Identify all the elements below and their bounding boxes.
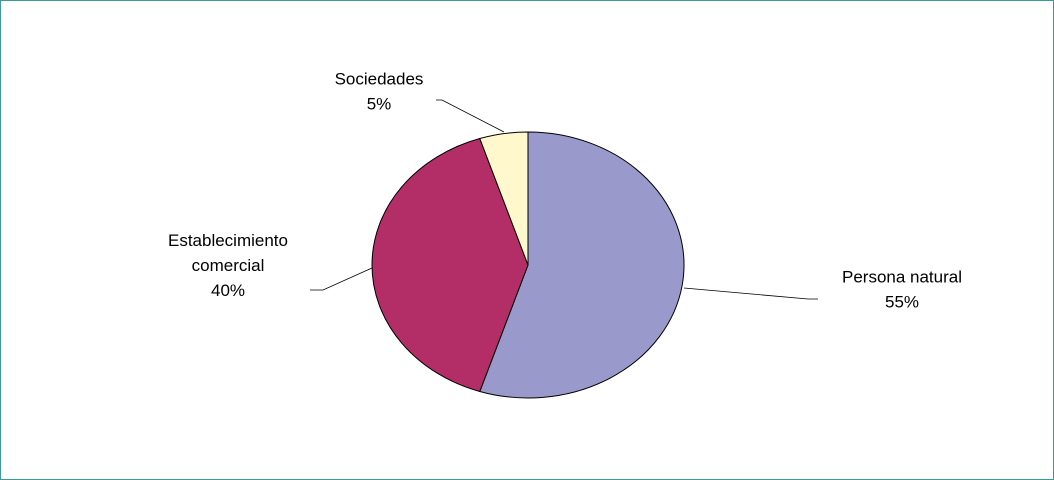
leader-line-sociedades [436,99,505,133]
category-label-persona-natural: Persona natural [842,268,962,287]
leader-lines [310,99,818,300]
value-label-persona-natural: 55% [885,293,919,312]
pie-slices [371,131,685,399]
category-label-establecimiento-comercial: comercial [192,256,265,275]
leader-line-establecimiento-comercial [310,267,373,291]
pie-slice-sociedades [479,131,529,266]
pie-slice-persona-natural [479,131,685,399]
category-label-establecimiento-comercial: Establecimiento [168,231,288,250]
value-label-sociedades: 5% [367,95,392,114]
slice-labels: Persona natural 55% Establecimiento comerci… [168,70,962,312]
leader-line-persona-natural [683,287,818,300]
value-label-establecimiento-comercial: 40% [211,281,245,300]
pie-slice-establecimiento-comercial [371,137,529,393]
category-label-sociedades: Sociedades [335,70,424,89]
